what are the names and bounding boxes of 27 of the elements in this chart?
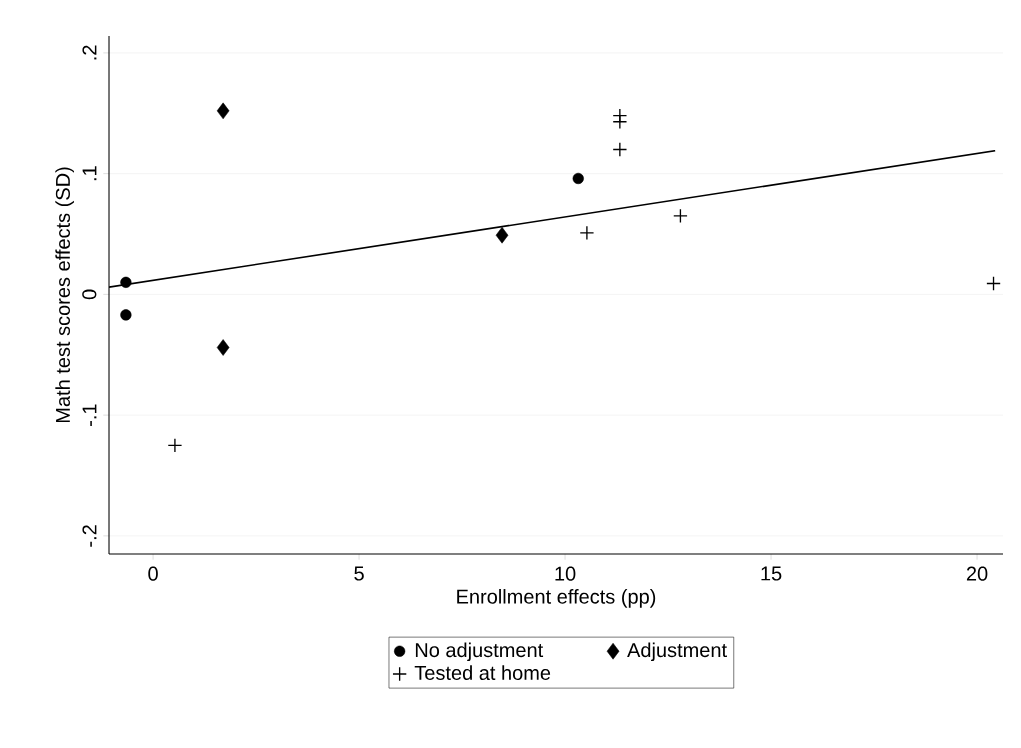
point	[986, 276, 1001, 291]
x-tick-label: 5	[354, 566, 364, 581]
point	[216, 102, 230, 120]
y-tick-label: 0	[82, 289, 97, 300]
point	[120, 276, 132, 288]
y-axis-title: Math test scores effects (SD)	[55, 167, 74, 423]
legend-label: No adjustment	[415, 642, 544, 662]
x-tick-label: 0	[148, 566, 158, 581]
x-tick-label: 15	[761, 566, 782, 581]
point	[495, 226, 509, 244]
point	[673, 208, 688, 224]
point	[216, 339, 230, 356]
y-tick-label: -.2	[82, 525, 97, 547]
point	[572, 172, 584, 185]
point	[579, 225, 595, 241]
x-tick-label: 10	[555, 566, 576, 581]
point	[612, 114, 628, 130]
point	[612, 142, 628, 157]
x-axis-title: Enrollment effects (pp)	[457, 589, 656, 608]
point	[167, 437, 183, 453]
y-tick-label: -.1	[82, 404, 97, 426]
point	[120, 309, 132, 321]
y-tick-label: .2	[82, 45, 97, 60]
x-tick-label: 20	[966, 566, 988, 581]
legend-label: Tested at home	[414, 665, 551, 680]
y-tick-label: .1	[82, 166, 97, 181]
legend-label: Adjustment	[627, 642, 727, 662]
